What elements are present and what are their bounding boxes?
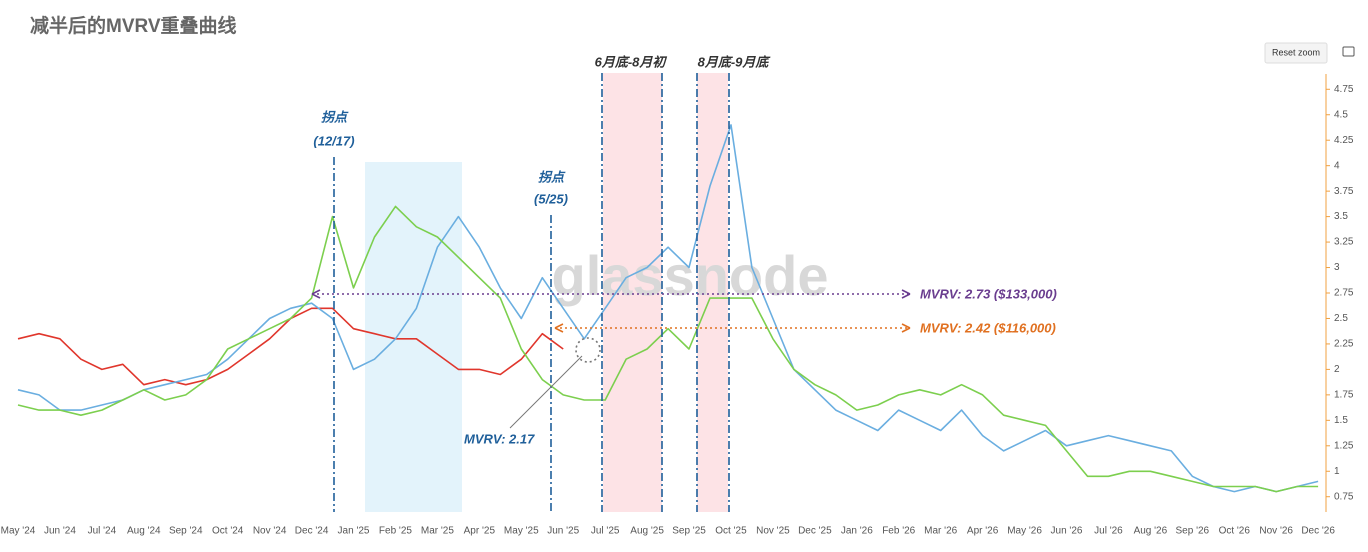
annotation: MVRV: 2.17 [464,431,535,446]
x-tick-label: Jun '26 [1051,526,1083,537]
x-tick-label: Aug '25 [630,526,664,537]
y-tick-label: 2 [1334,364,1340,375]
x-tick-label: Sep '26 [1176,526,1210,537]
reset-zoom-button[interactable] [1264,42,1328,64]
reset-zoom-label[interactable]: Reset zoom [1272,47,1320,57]
y-tick-label: 3.5 [1334,211,1348,222]
x-tick-label: Oct '24 [212,526,244,537]
annotation: 8月底-9月底 [698,54,772,69]
x-tick-label: Aug '24 [127,526,161,537]
highlight-region [697,73,728,512]
annotation: (12/17) [313,133,354,148]
x-tick-label: Dec '26 [1301,526,1335,537]
x-tick-label: Mar '25 [421,526,454,537]
watermark: glassnode [552,244,829,307]
x-tick-label: Nov '24 [253,526,287,537]
y-tick-label: 2.5 [1334,313,1348,324]
y-tick-label: 1 [1334,466,1340,477]
y-tick-label: 4.25 [1334,135,1354,146]
arrow-head [311,289,911,299]
series-line [17,307,564,386]
x-tick-label: Apr '25 [464,526,496,537]
chart-title: 减半后的MVRV重叠曲线 [30,14,237,37]
x-tick-label: Sep '24 [169,526,203,537]
x-tick-label: Jan '25 [338,526,370,537]
highlight-region [603,73,662,512]
x-tick-label: Dec '24 [295,526,329,537]
series-line [17,124,1319,493]
x-tick-label: Jul '24 [88,526,117,537]
annotation: 6月底-8月初 [595,54,668,69]
camera-icon[interactable] [1342,46,1355,57]
y-tick-label: 4.75 [1334,84,1354,95]
x-tick-label: Jul '25 [591,526,620,537]
x-tick-label: Apr '26 [967,526,999,537]
x-tick-label: Sep '25 [672,526,706,537]
x-tick-label: Aug '26 [1134,526,1168,537]
x-tick-label: Nov '25 [756,526,790,537]
arrow-head [554,323,911,333]
x-tick-label: Jul '26 [1094,526,1123,537]
x-tick-label: Feb '25 [379,526,412,537]
y-tick-label: 2.25 [1334,339,1354,350]
x-tick-label: Nov '26 [1259,526,1293,537]
y-tick-label: 1.75 [1334,390,1354,401]
annotation: 拐点 [538,169,566,184]
series-line [17,205,1319,493]
x-tick-label: Oct '26 [1219,526,1251,537]
y-tick-label: 3.25 [1334,237,1354,248]
y-tick-label: 1.25 [1334,440,1354,451]
x-tick-label: May '26 [1007,526,1042,537]
x-tick-label: Jun '25 [547,526,579,537]
annotation: (5/25) [534,191,568,206]
x-tick-label: Jun '24 [44,526,76,537]
annotation: 拐点 [321,109,349,124]
pointer-line [509,355,583,429]
x-tick-label: Oct '25 [715,526,747,537]
y-tick-label: 3.75 [1334,186,1354,197]
y-tick-label: 4 [1334,160,1340,171]
x-tick-label: Jan '26 [841,526,873,537]
highlight-circle [575,337,601,363]
x-tick-label: Dec '25 [798,526,832,537]
y-tick-label: 2.75 [1334,288,1354,299]
y-tick-label: 0.75 [1334,491,1354,502]
y-tick-label: 1.5 [1334,415,1348,426]
y-tick-label: 3 [1334,262,1340,273]
x-tick-label: May '25 [504,526,539,537]
highlight-region [365,162,462,512]
x-tick-label: Feb '26 [882,526,915,537]
annotation: MVRV: 2.73 ($133,000) [920,286,1057,301]
x-tick-label: May '24 [1,526,36,537]
x-tick-label: Mar '26 [924,526,957,537]
marker-lines [333,73,730,512]
annotation: MVRV: 2.42 ($116,000) [920,320,1056,335]
y-tick-label: 4.5 [1334,109,1348,120]
